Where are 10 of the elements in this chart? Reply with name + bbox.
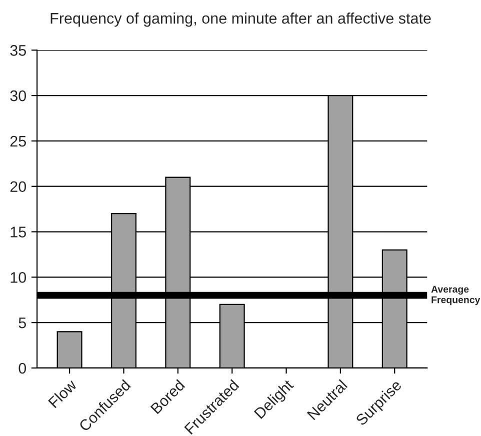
y-tick-label: 15: [10, 226, 26, 238]
ref-line-label: Average Frequency: [431, 286, 480, 306]
y-tick-label: 35: [10, 45, 26, 56]
y-tick-label: 25: [10, 136, 26, 147]
y-tick-label: 0: [18, 362, 26, 374]
y-tick-label: 20: [10, 181, 26, 192]
y-tick-label: 5: [18, 318, 26, 328]
y-tick-label: 10: [10, 272, 26, 283]
y-tick-label: 30: [10, 90, 26, 102]
chart-title: Frequency of gaming, one minute after an affective state: [50, 12, 431, 27]
